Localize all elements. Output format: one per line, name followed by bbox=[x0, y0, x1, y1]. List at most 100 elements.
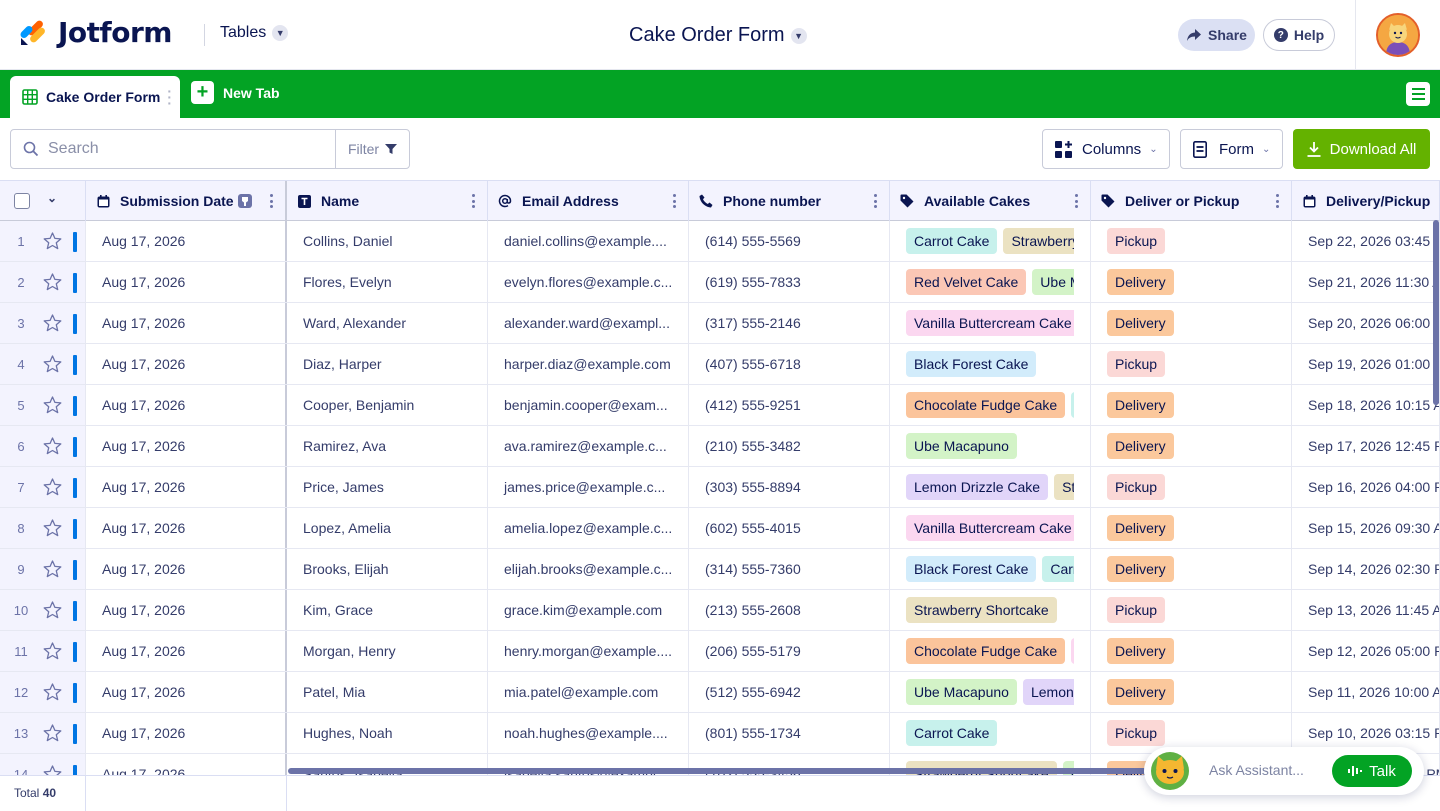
date-cell[interactable]: Aug 17, 2026 bbox=[86, 590, 287, 630]
cakes-cell[interactable]: Black Forest Cake bbox=[890, 344, 1091, 384]
chevron-down-icon[interactable]: ⌄ bbox=[47, 191, 58, 205]
column-menu-icon[interactable] bbox=[874, 194, 877, 208]
star-icon[interactable] bbox=[43, 642, 62, 663]
when-cell[interactable]: Sep 19, 2026 01:00 PM bbox=[1292, 344, 1440, 384]
hamburger-menu-icon[interactable] bbox=[1406, 82, 1430, 106]
name-cell[interactable]: Lopez, Amelia bbox=[287, 508, 488, 548]
name-cell[interactable]: Collins, Daniel bbox=[287, 221, 488, 261]
when-cell[interactable]: Sep 12, 2026 05:00 PM bbox=[1292, 631, 1440, 671]
phone-cell[interactable]: (317) 555-2146 bbox=[689, 303, 890, 343]
email-cell[interactable]: evelyn.flores@example.c... bbox=[488, 262, 689, 302]
column-header-available-cakes[interactable]: Available Cakes bbox=[890, 181, 1091, 221]
phone-cell[interactable]: (619) 555-7833 bbox=[689, 262, 890, 302]
column-header-delivery-pickup[interactable]: Delivery/Pickup bbox=[1292, 181, 1440, 221]
date-cell[interactable]: Aug 17, 2026 bbox=[86, 221, 287, 261]
star-icon[interactable] bbox=[43, 519, 62, 540]
date-cell[interactable]: Aug 17, 2026 bbox=[86, 549, 287, 589]
phone-cell[interactable]: (407) 555-6718 bbox=[689, 344, 890, 384]
phone-cell[interactable]: (602) 555-4015 bbox=[689, 508, 890, 548]
star-icon[interactable] bbox=[43, 601, 62, 622]
email-cell[interactable]: mia.patel@example.com bbox=[488, 672, 689, 712]
when-cell[interactable]: Sep 18, 2026 10:15 AM bbox=[1292, 385, 1440, 425]
delivery-method-cell[interactable]: Delivery bbox=[1091, 631, 1292, 671]
name-cell[interactable]: Kim, Grace bbox=[287, 590, 488, 630]
star-icon[interactable] bbox=[43, 560, 62, 581]
avatar[interactable] bbox=[1376, 13, 1420, 57]
table-row[interactable]: 2 Aug 17, 2026 Flores, Evelyn evelyn.flores… bbox=[0, 262, 1440, 303]
talk-button[interactable]: Talk bbox=[1332, 755, 1412, 787]
phone-cell[interactable]: (614) 555-5569 bbox=[689, 221, 890, 261]
jotform-logo[interactable]: Jotform bbox=[18, 16, 172, 49]
email-cell[interactable]: benjamin.cooper@exam... bbox=[488, 385, 689, 425]
name-cell[interactable]: Morgan, Henry bbox=[287, 631, 488, 671]
vertical-scrollbar[interactable] bbox=[1433, 220, 1439, 405]
phone-cell[interactable]: (314) 555-7360 bbox=[689, 549, 890, 589]
assistant-input[interactable]: Ask Assistant... bbox=[1209, 762, 1304, 778]
horizontal-scrollbar[interactable] bbox=[288, 768, 1148, 774]
star-icon[interactable] bbox=[43, 355, 62, 376]
tab-cake-order-form[interactable]: Cake Order Form · · · bbox=[10, 76, 180, 118]
star-icon[interactable] bbox=[43, 683, 62, 704]
table-row[interactable]: 8 Aug 17, 2026 Lopez, Amelia amelia.lopez@e… bbox=[0, 508, 1440, 549]
ai-assistant-widget[interactable]: Ask Assistant... Talk bbox=[1144, 747, 1424, 795]
delivery-method-cell[interactable]: Pickup bbox=[1091, 590, 1292, 630]
table-row[interactable]: 4 Aug 17, 2026 Diaz, Harper harper.diaz@exa… bbox=[0, 344, 1440, 385]
delivery-method-cell[interactable]: Delivery bbox=[1091, 549, 1292, 589]
date-cell[interactable]: Aug 17, 2026 bbox=[86, 467, 287, 507]
when-cell[interactable]: Sep 14, 2026 02:30 PM bbox=[1292, 549, 1440, 589]
name-cell[interactable]: Price, James bbox=[287, 467, 488, 507]
when-cell[interactable]: Sep 17, 2026 12:45 PM bbox=[1292, 426, 1440, 466]
date-cell[interactable]: Aug 17, 2026 bbox=[86, 631, 287, 671]
share-button[interactable]: Share bbox=[1178, 19, 1255, 51]
phone-cell[interactable]: (213) 555-2608 bbox=[689, 590, 890, 630]
column-header-name[interactable]: Name bbox=[287, 181, 488, 221]
column-menu-icon[interactable] bbox=[472, 194, 475, 208]
name-cell[interactable]: Ramirez, Ava bbox=[287, 426, 488, 466]
star-icon[interactable] bbox=[43, 273, 62, 294]
column-header-submission-date[interactable]: Submission Date bbox=[86, 181, 287, 221]
form-title-dropdown[interactable]: Cake Order Form ▼ bbox=[629, 24, 807, 47]
new-tab-button[interactable]: + New Tab bbox=[191, 81, 280, 104]
table-row[interactable]: 3 Aug 17, 2026 Ward, Alexander alexander.wa… bbox=[0, 303, 1440, 344]
delivery-method-cell[interactable]: Delivery bbox=[1091, 303, 1292, 343]
email-cell[interactable]: james.price@example.c... bbox=[488, 467, 689, 507]
tab-menu-icon[interactable]: · · · bbox=[167, 83, 172, 111]
columns-button[interactable]: Columns ⌄ bbox=[1042, 129, 1170, 169]
date-cell[interactable]: Aug 17, 2026 bbox=[86, 713, 287, 753]
when-cell[interactable]: Sep 13, 2026 11:45 AM bbox=[1292, 590, 1440, 630]
phone-cell[interactable]: (412) 555-9251 bbox=[689, 385, 890, 425]
date-cell[interactable]: Aug 17, 2026 bbox=[86, 344, 287, 384]
table-row[interactable]: 7 Aug 17, 2026 Price, James james.price@exa… bbox=[0, 467, 1440, 508]
date-cell[interactable]: Aug 17, 2026 bbox=[86, 672, 287, 712]
star-icon[interactable] bbox=[43, 478, 62, 499]
delivery-method-cell[interactable]: Pickup bbox=[1091, 713, 1292, 753]
date-cell[interactable]: Aug 17, 2026 bbox=[86, 262, 287, 302]
column-header-phone-number[interactable]: Phone number bbox=[689, 181, 890, 221]
email-cell[interactable]: henry.morgan@example.... bbox=[488, 631, 689, 671]
name-cell[interactable]: Diaz, Harper bbox=[287, 344, 488, 384]
email-cell[interactable]: amelia.lopez@example.c... bbox=[488, 508, 689, 548]
filter-button[interactable]: Filter bbox=[335, 129, 410, 169]
delivery-method-cell[interactable]: Pickup bbox=[1091, 467, 1292, 507]
date-cell[interactable]: Aug 17, 2026 bbox=[86, 508, 287, 548]
cakes-cell[interactable]: Black Forest CakeCarrot Cake bbox=[890, 549, 1091, 589]
column-header-email-address[interactable]: Email Address bbox=[488, 181, 689, 221]
cakes-cell[interactable]: Strawberry Shortcake bbox=[890, 590, 1091, 630]
star-icon[interactable] bbox=[43, 232, 62, 253]
cakes-cell[interactable]: Ube Macapuno bbox=[890, 426, 1091, 466]
cakes-cell[interactable]: Vanilla Buttercream Cake bbox=[890, 303, 1091, 343]
table-row[interactable]: 5 Aug 17, 2026 Cooper, Benjamin benjamin.co… bbox=[0, 385, 1440, 426]
when-cell[interactable]: Sep 11, 2026 10:00 AM bbox=[1292, 672, 1440, 712]
delivery-method-cell[interactable]: Delivery bbox=[1091, 508, 1292, 548]
email-cell[interactable]: grace.kim@example.com bbox=[488, 590, 689, 630]
delivery-method-cell[interactable]: Pickup bbox=[1091, 344, 1292, 384]
select-all-checkbox[interactable] bbox=[14, 193, 30, 209]
email-cell[interactable]: alexander.ward@exampl... bbox=[488, 303, 689, 343]
help-button[interactable]: ? Help bbox=[1263, 19, 1335, 51]
when-cell[interactable]: Sep 22, 2026 03:45 PM bbox=[1292, 221, 1440, 261]
form-button[interactable]: Form ⌄ bbox=[1180, 129, 1283, 169]
phone-cell[interactable]: (210) 555-3482 bbox=[689, 426, 890, 466]
